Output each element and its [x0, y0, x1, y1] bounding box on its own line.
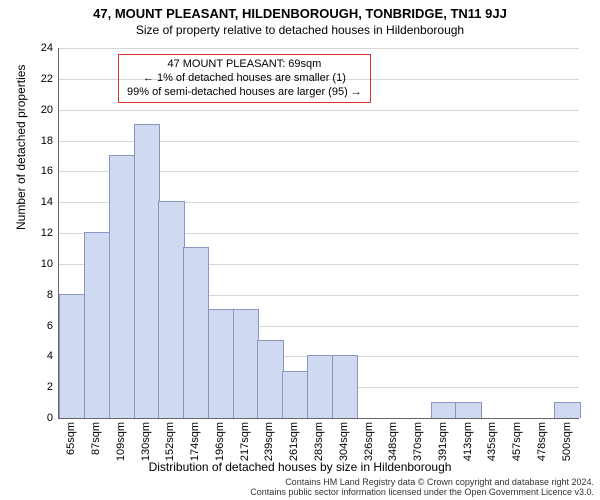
x-tick-label: 304sqm — [338, 422, 350, 461]
gridline — [59, 110, 579, 111]
x-tick-label: 109sqm — [115, 422, 127, 461]
chart-area: 02468101214161820222465sqm87sqm109sqm130… — [58, 48, 578, 418]
x-tick-label: 435sqm — [486, 422, 498, 461]
y-tick-label: 2 — [23, 381, 53, 393]
x-tick-label: 87sqm — [90, 422, 102, 455]
bar — [158, 201, 184, 418]
x-tick-label: 326sqm — [363, 422, 375, 461]
y-tick-label: 24 — [23, 42, 53, 54]
bar — [109, 155, 135, 418]
x-tick-label: 478sqm — [536, 422, 548, 461]
y-axis-label: Number of detached properties — [14, 65, 28, 230]
bar — [233, 309, 259, 418]
annotation-line: 99% of semi-detached houses are larger (… — [127, 86, 362, 100]
bar — [282, 371, 308, 418]
x-tick-label: 174sqm — [189, 422, 201, 461]
gridline — [59, 48, 579, 49]
bar — [455, 402, 481, 418]
x-tick-label: 391sqm — [437, 422, 449, 461]
x-tick-label: 217sqm — [239, 422, 251, 461]
page-subtitle: Size of property relative to detached ho… — [0, 21, 600, 37]
x-tick-label: 413sqm — [462, 422, 474, 461]
bar — [332, 355, 358, 418]
x-tick-label: 457sqm — [511, 422, 523, 461]
y-tick-label: 4 — [23, 350, 53, 362]
bar — [183, 247, 209, 418]
x-axis-label: Distribution of detached houses by size … — [0, 460, 600, 474]
y-tick-label: 8 — [23, 289, 53, 301]
bar — [554, 402, 580, 418]
x-tick-label: 130sqm — [140, 422, 152, 461]
bar — [134, 124, 160, 418]
x-tick-label: 152sqm — [164, 422, 176, 461]
x-tick-label: 500sqm — [561, 422, 573, 461]
y-tick-label: 0 — [23, 412, 53, 424]
x-tick-label: 283sqm — [313, 422, 325, 461]
x-tick-label: 239sqm — [263, 422, 275, 461]
x-tick-label: 65sqm — [65, 422, 77, 455]
y-tick-label: 6 — [23, 320, 53, 332]
page-title: 47, MOUNT PLEASANT, HILDENBOROUGH, TONBR… — [0, 0, 600, 21]
annotation-line: 47 MOUNT PLEASANT: 69sqm — [127, 58, 362, 72]
bar — [84, 232, 110, 418]
bar — [59, 294, 85, 418]
y-tick-label: 10 — [23, 258, 53, 270]
bar — [208, 309, 234, 418]
bar — [307, 355, 333, 418]
chart-container: 47, MOUNT PLEASANT, HILDENBOROUGH, TONBR… — [0, 0, 600, 500]
bar — [431, 402, 457, 418]
x-tick-label: 196sqm — [214, 422, 226, 461]
bar — [257, 340, 283, 418]
plot-region: 02468101214161820222465sqm87sqm109sqm130… — [58, 48, 579, 419]
footer-line: Contains public sector information licen… — [250, 488, 594, 498]
x-tick-label: 348sqm — [387, 422, 399, 461]
annotation-line: ← 1% of detached houses are smaller (1) — [127, 72, 362, 86]
x-tick-label: 370sqm — [412, 422, 424, 461]
annotation-box: 47 MOUNT PLEASANT: 69sqm ← 1% of detache… — [118, 54, 371, 103]
footer-attribution: Contains HM Land Registry data © Crown c… — [250, 478, 594, 498]
x-tick-label: 261sqm — [288, 422, 300, 461]
